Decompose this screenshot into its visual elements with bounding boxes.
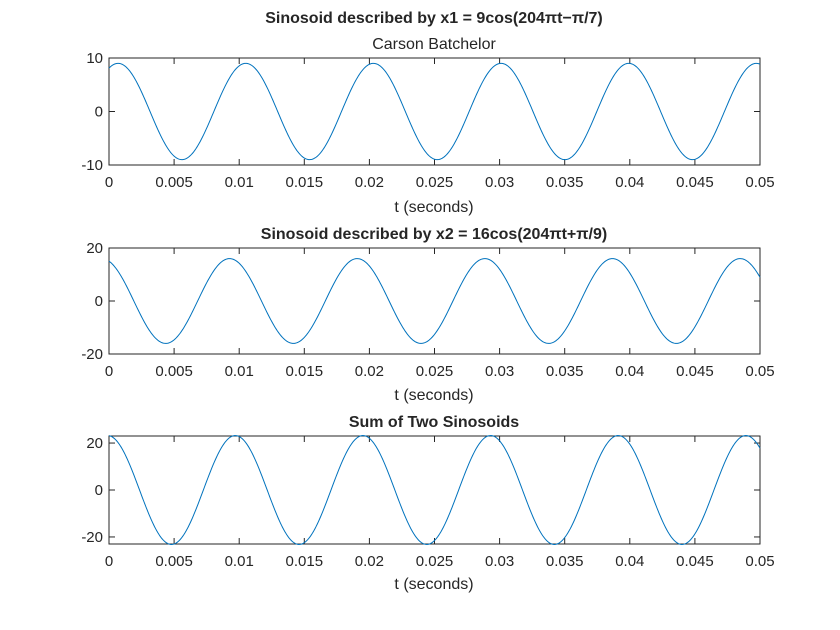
subplot-2-xtick-label: 0.04 [615,363,644,380]
subplot-1: Sinosoid described by x1 = 9cos(204πt−π/… [81,10,774,216]
subplot-1-title: Sinosoid described by x1 = 9cos(204πt−π/… [265,10,603,27]
subplot-3-ticks: 0 0.005 0.01 0.015 0.02 0.025 0.03 0.035 0.04 0.0… [81,435,774,570]
subplot-1-ytick-label: 10 [86,50,103,67]
subplot-3-series-line [108,435,761,545]
subplot-2-xtick-label: 0 [105,363,113,380]
subplot-2-title: Sinosoid described by x2 = 16cos(204πt+π… [261,226,607,243]
subplot-3-ytick-label: -20 [81,529,103,546]
subplot-2-axes-box [108,247,761,355]
subplot-3-ytick-label: 0 [95,482,103,499]
subplot-3-xtick-label: 0.02 [355,553,384,570]
subplot-3-xtick-label: 0.035 [546,553,584,570]
subplot-3-xtick-label: 0.015 [286,553,324,570]
subplot-1-series-line [108,62,761,161]
subplot-2-xtick-label: 0.03 [485,363,514,380]
subplot-2-ytick-label: 20 [86,240,103,257]
subplot-1-subtitle: Carson Batchelor [372,36,496,53]
subplot-1-xtick-label: 0.015 [286,174,324,191]
subplot-1-xtick-label: 0.01 [225,174,254,191]
subplot-2-ytick-label: 0 [95,293,103,310]
subplot-2-xtick-label: 0.045 [676,363,714,380]
subplot-3-title: Sum of Two Sinosoids [349,414,519,431]
subplot-3: Sum of Two Sinosoids 0 0.005 0.01 0.015 0.02… [81,414,774,593]
subplot-1-xtick-label: 0.035 [546,174,584,191]
subplot-2-xtick-label: 0.05 [745,363,774,380]
subplot-1-xtick-label: 0.025 [416,174,454,191]
subplot-1-xtick-label: 0.04 [615,174,644,191]
subplot-1-xtick-label: 0.03 [485,174,514,191]
subplot-3-ytick-label: 20 [86,435,103,452]
subplot-2-xtick-label: 0.005 [155,363,193,380]
subplot-3-xtick-label: 0.04 [615,553,644,570]
subplot-3-xtick-label: 0 [105,553,113,570]
subplot-1-ytick-label: 0 [95,104,103,121]
subplot-2-xtick-label: 0.015 [286,363,324,380]
subplot-2-xlabel: t (seconds) [394,387,473,404]
subplot-3-xlabel: t (seconds) [394,576,473,593]
subplot-2-series-line [108,258,761,344]
subplot-2-xtick-label: 0.02 [355,363,384,380]
subplot-1-ytick-label: -10 [81,157,103,174]
subplot-1-xtick-label: 0 [105,174,113,191]
subplot-1-xtick-label: 0.05 [745,174,774,191]
subplot-3-xtick-label: 0.005 [155,553,193,570]
subplot-1-axes-box [108,57,761,166]
subplot-3-xtick-label: 0.03 [485,553,514,570]
subplot-2-ticks: 0 0.005 0.01 0.015 0.02 0.025 0.03 0.035 0.04 0.0… [81,240,774,380]
subplot-2: Sinosoid described by x2 = 16cos(204πt+π… [81,226,774,404]
subplot-2-ytick-label: -20 [81,346,103,363]
subplot-3-xtick-label: 0.025 [416,553,454,570]
subplot-2-xtick-label: 0.025 [416,363,454,380]
subplot-1-xlabel: t (seconds) [394,199,473,216]
subplot-2-xtick-label: 0.01 [225,363,254,380]
subplot-1-xtick-label: 0.02 [355,174,384,191]
subplot-1-ticks: 0 0.005 0.01 0.015 0.02 0.025 0.03 0.035 0.04 0.0… [81,50,774,191]
subplot-3-xtick-label: 0.045 [676,553,714,570]
subplot-3-xtick-label: 0.05 [745,553,774,570]
subplot-2-xtick-label: 0.035 [546,363,584,380]
subplot-1-xtick-label: 0.005 [155,174,193,191]
subplot-1-xtick-label: 0.045 [676,174,714,191]
subplot-3-axes-box [108,435,761,545]
subplot-3-xtick-label: 0.01 [225,553,254,570]
